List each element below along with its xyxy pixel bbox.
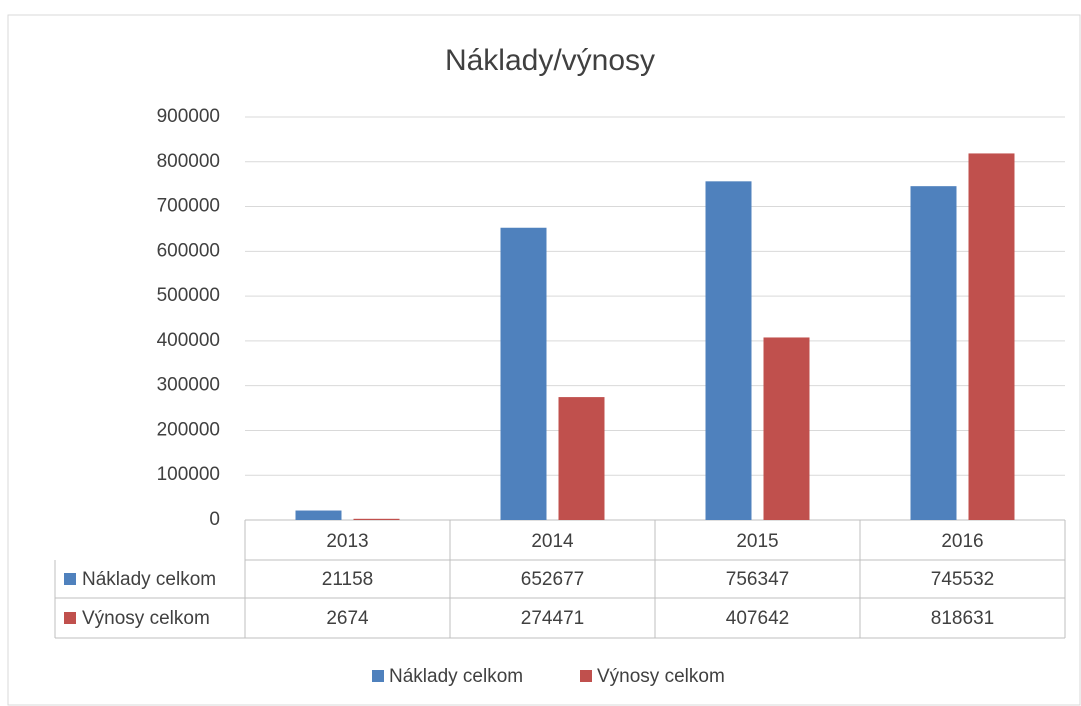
table-row-label: Náklady celkom (82, 569, 216, 590)
bar (705, 181, 752, 520)
table-value: 652677 (521, 569, 584, 590)
table-value: 21158 (322, 569, 373, 590)
table-row-label: Výnosy celkom (82, 608, 210, 629)
y-tick-label: 100000 (157, 464, 220, 485)
table-value: 2674 (326, 608, 369, 629)
table-value: 274471 (521, 608, 584, 629)
table-value: 407642 (726, 608, 789, 629)
chart-title: Náklady/výnosy (445, 44, 655, 77)
y-tick-label: 300000 (157, 375, 220, 396)
table-value: 756347 (726, 569, 789, 590)
table-value: 745532 (931, 569, 994, 590)
legend-label: Náklady celkom (389, 666, 523, 687)
x-tick-label: 2015 (736, 531, 778, 552)
bar (763, 337, 810, 520)
table-legend-key (64, 612, 76, 624)
y-tick-label: 400000 (157, 330, 220, 351)
legend-label: Výnosy celkom (597, 666, 725, 687)
bar (353, 518, 400, 520)
y-tick-label: 600000 (157, 240, 220, 261)
y-tick-label: 0 (209, 509, 220, 530)
y-tick-label: 200000 (157, 419, 220, 440)
y-tick-label: 800000 (157, 151, 220, 172)
y-tick-label: 700000 (157, 196, 220, 217)
x-tick-label: 2013 (326, 531, 368, 552)
y-tick-label: 500000 (157, 285, 220, 306)
legend-key (580, 670, 592, 682)
table-value: 818631 (931, 608, 994, 629)
bar (558, 397, 605, 520)
bar (500, 227, 547, 521)
y-tick-label: 900000 (157, 106, 220, 127)
x-tick-label: 2014 (531, 531, 574, 552)
bar (910, 186, 957, 520)
legend-key (372, 670, 384, 682)
bar (968, 153, 1015, 520)
bar (295, 510, 342, 520)
x-tick-label: 2016 (941, 531, 983, 552)
table-legend-key (64, 573, 76, 585)
